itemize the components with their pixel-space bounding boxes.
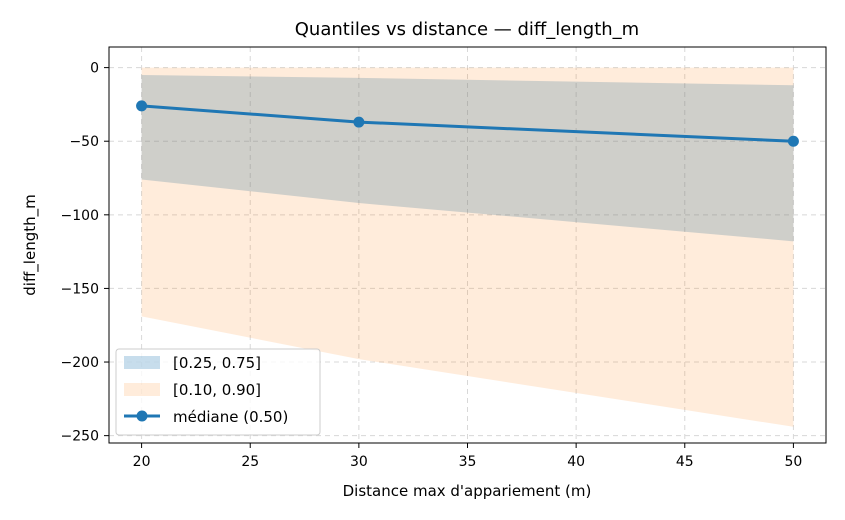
- legend-label-decile: [0.10, 0.90]: [173, 381, 261, 399]
- x-tick-label: 35: [459, 454, 477, 470]
- x-tick-label: 40: [567, 454, 585, 470]
- x-axis-label: Distance max d'appariement (m): [343, 482, 592, 500]
- x-axis-ticks: 20 25 30 35 40 45 50: [133, 443, 802, 470]
- y-tick-label: 0: [90, 61, 99, 77]
- median-point: [787, 135, 799, 147]
- y-tick-label: −50: [69, 134, 99, 150]
- band-decile: [141, 67, 794, 427]
- legend-label-median: médiane (0.50): [173, 408, 288, 426]
- x-tick-label: 20: [133, 454, 151, 470]
- legend-marker-median: [136, 410, 148, 422]
- x-tick-label: 25: [241, 454, 259, 470]
- y-tick-label: −200: [61, 355, 99, 371]
- legend-swatch-decile: [124, 383, 160, 396]
- x-tick-label: 50: [784, 454, 802, 470]
- legend-swatch-iqr: [124, 356, 160, 369]
- y-tick-label: −250: [61, 429, 99, 445]
- x-tick-label: 30: [350, 454, 368, 470]
- y-tick-label: −150: [61, 281, 99, 297]
- grid: [109, 47, 826, 443]
- y-tick-label: −100: [61, 208, 99, 224]
- legend-label-iqr: [0.25, 0.75]: [173, 354, 261, 372]
- median-series: [136, 100, 799, 147]
- chart-title: Quantiles vs distance — diff_length_m: [295, 19, 639, 40]
- y-axis-label: diff_length_m: [21, 194, 40, 295]
- median-point: [353, 116, 365, 128]
- y-axis-ticks: 0 −50 −100 −150 −200 −250: [61, 61, 109, 445]
- legend: [0.25, 0.75] [0.10, 0.90] médiane (0.50): [115, 348, 321, 436]
- legend-box: [115, 348, 321, 436]
- median-point: [136, 100, 148, 112]
- x-tick-label: 45: [676, 454, 694, 470]
